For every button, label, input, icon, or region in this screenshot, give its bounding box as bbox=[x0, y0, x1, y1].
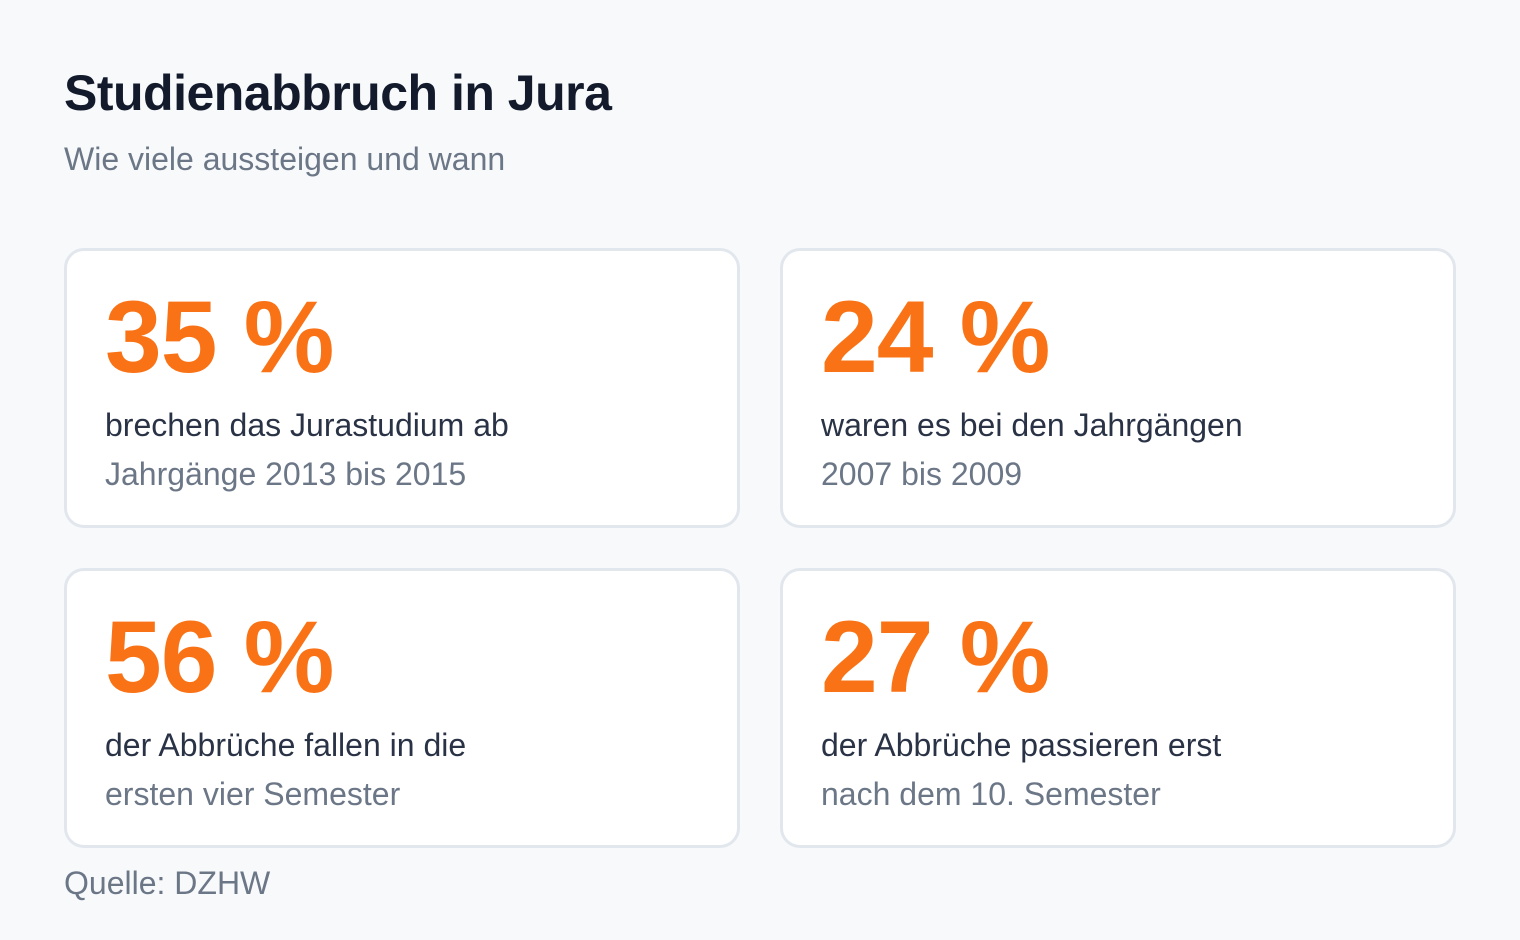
stat-detail: Jahrgänge 2013 bis 2015 bbox=[105, 456, 467, 492]
stat-card-early-dropouts: 56 % der Abbrüche fallen in die ersten v… bbox=[64, 568, 740, 848]
stat-card-previous-cohorts: 24 % waren es bei den Jahrgängen 2007 bi… bbox=[780, 248, 1456, 528]
stat-detail: nach dem 10. Semester bbox=[821, 776, 1161, 812]
stat-description: brechen das Jurastudium ab bbox=[105, 407, 509, 443]
stat-detail: 2007 bis 2009 bbox=[821, 456, 1023, 492]
page-title: Studienabbruch in Jura bbox=[64, 65, 612, 121]
page-subtitle: Wie viele aussteigen und wann bbox=[64, 141, 506, 177]
stat-card-late-dropouts: 27 % der Abbrüche passieren erst nach de… bbox=[780, 568, 1456, 848]
stat-value: 27 % bbox=[821, 600, 1050, 714]
stat-card-dropout-rate: 35 % brechen das Jurastudium ab Jahrgäng… bbox=[64, 248, 740, 528]
stat-description: der Abbrüche fallen in die bbox=[105, 727, 467, 763]
stat-description: waren es bei den Jahrgängen bbox=[821, 407, 1243, 443]
stat-value: 56 % bbox=[105, 600, 334, 714]
stat-value: 35 % bbox=[105, 280, 334, 394]
stat-detail: ersten vier Semester bbox=[105, 776, 401, 812]
stat-value: 24 % bbox=[821, 280, 1050, 394]
source-note: Quelle: DZHW bbox=[64, 865, 271, 901]
stat-description: der Abbrüche passieren erst bbox=[821, 727, 1222, 763]
